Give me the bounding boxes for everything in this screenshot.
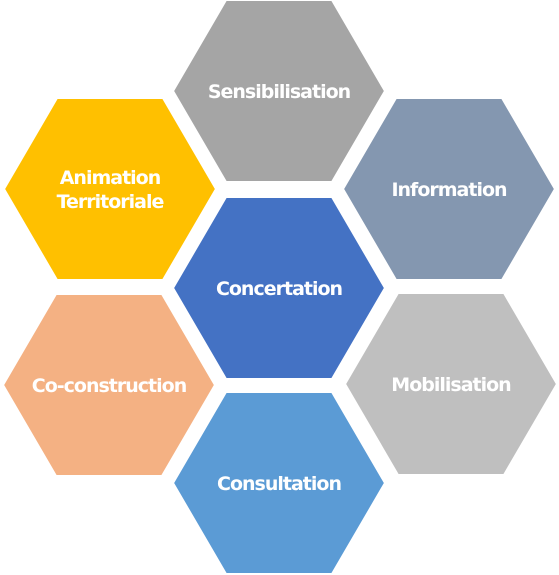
hexagon-mobilisation: Mobilisation	[343, 292, 559, 476]
hexagon-shape	[2, 97, 218, 281]
hexagon-label: Animation	[60, 167, 161, 189]
hexagon-label: Information	[391, 179, 507, 201]
hexagon-label: Consultation	[217, 473, 341, 495]
hexagon-sensibilisation: Sensibilisation	[171, 0, 387, 183]
hexagon-shape	[341, 97, 557, 281]
hexagon-shape	[1, 293, 217, 477]
hexagon-label: Territoriale	[57, 191, 164, 213]
hexagon-consultation: Consultation	[171, 391, 387, 575]
hexagon-shape	[171, 391, 387, 575]
hexagon-label: Sensibilisation	[208, 81, 351, 103]
hexagon-label: Co-construction	[32, 375, 187, 397]
hexagon-shape	[343, 292, 559, 476]
hexagon-label: Mobilisation	[391, 374, 511, 396]
hexagon-co-construction: Co-construction	[1, 293, 217, 477]
hexagon-shape	[171, 0, 387, 183]
hexagon-concertation: Concertation	[171, 196, 387, 380]
hexagon-shape	[171, 196, 387, 380]
hexagon-label: Concertation	[216, 278, 343, 300]
hexagon-information: Information	[341, 97, 557, 281]
